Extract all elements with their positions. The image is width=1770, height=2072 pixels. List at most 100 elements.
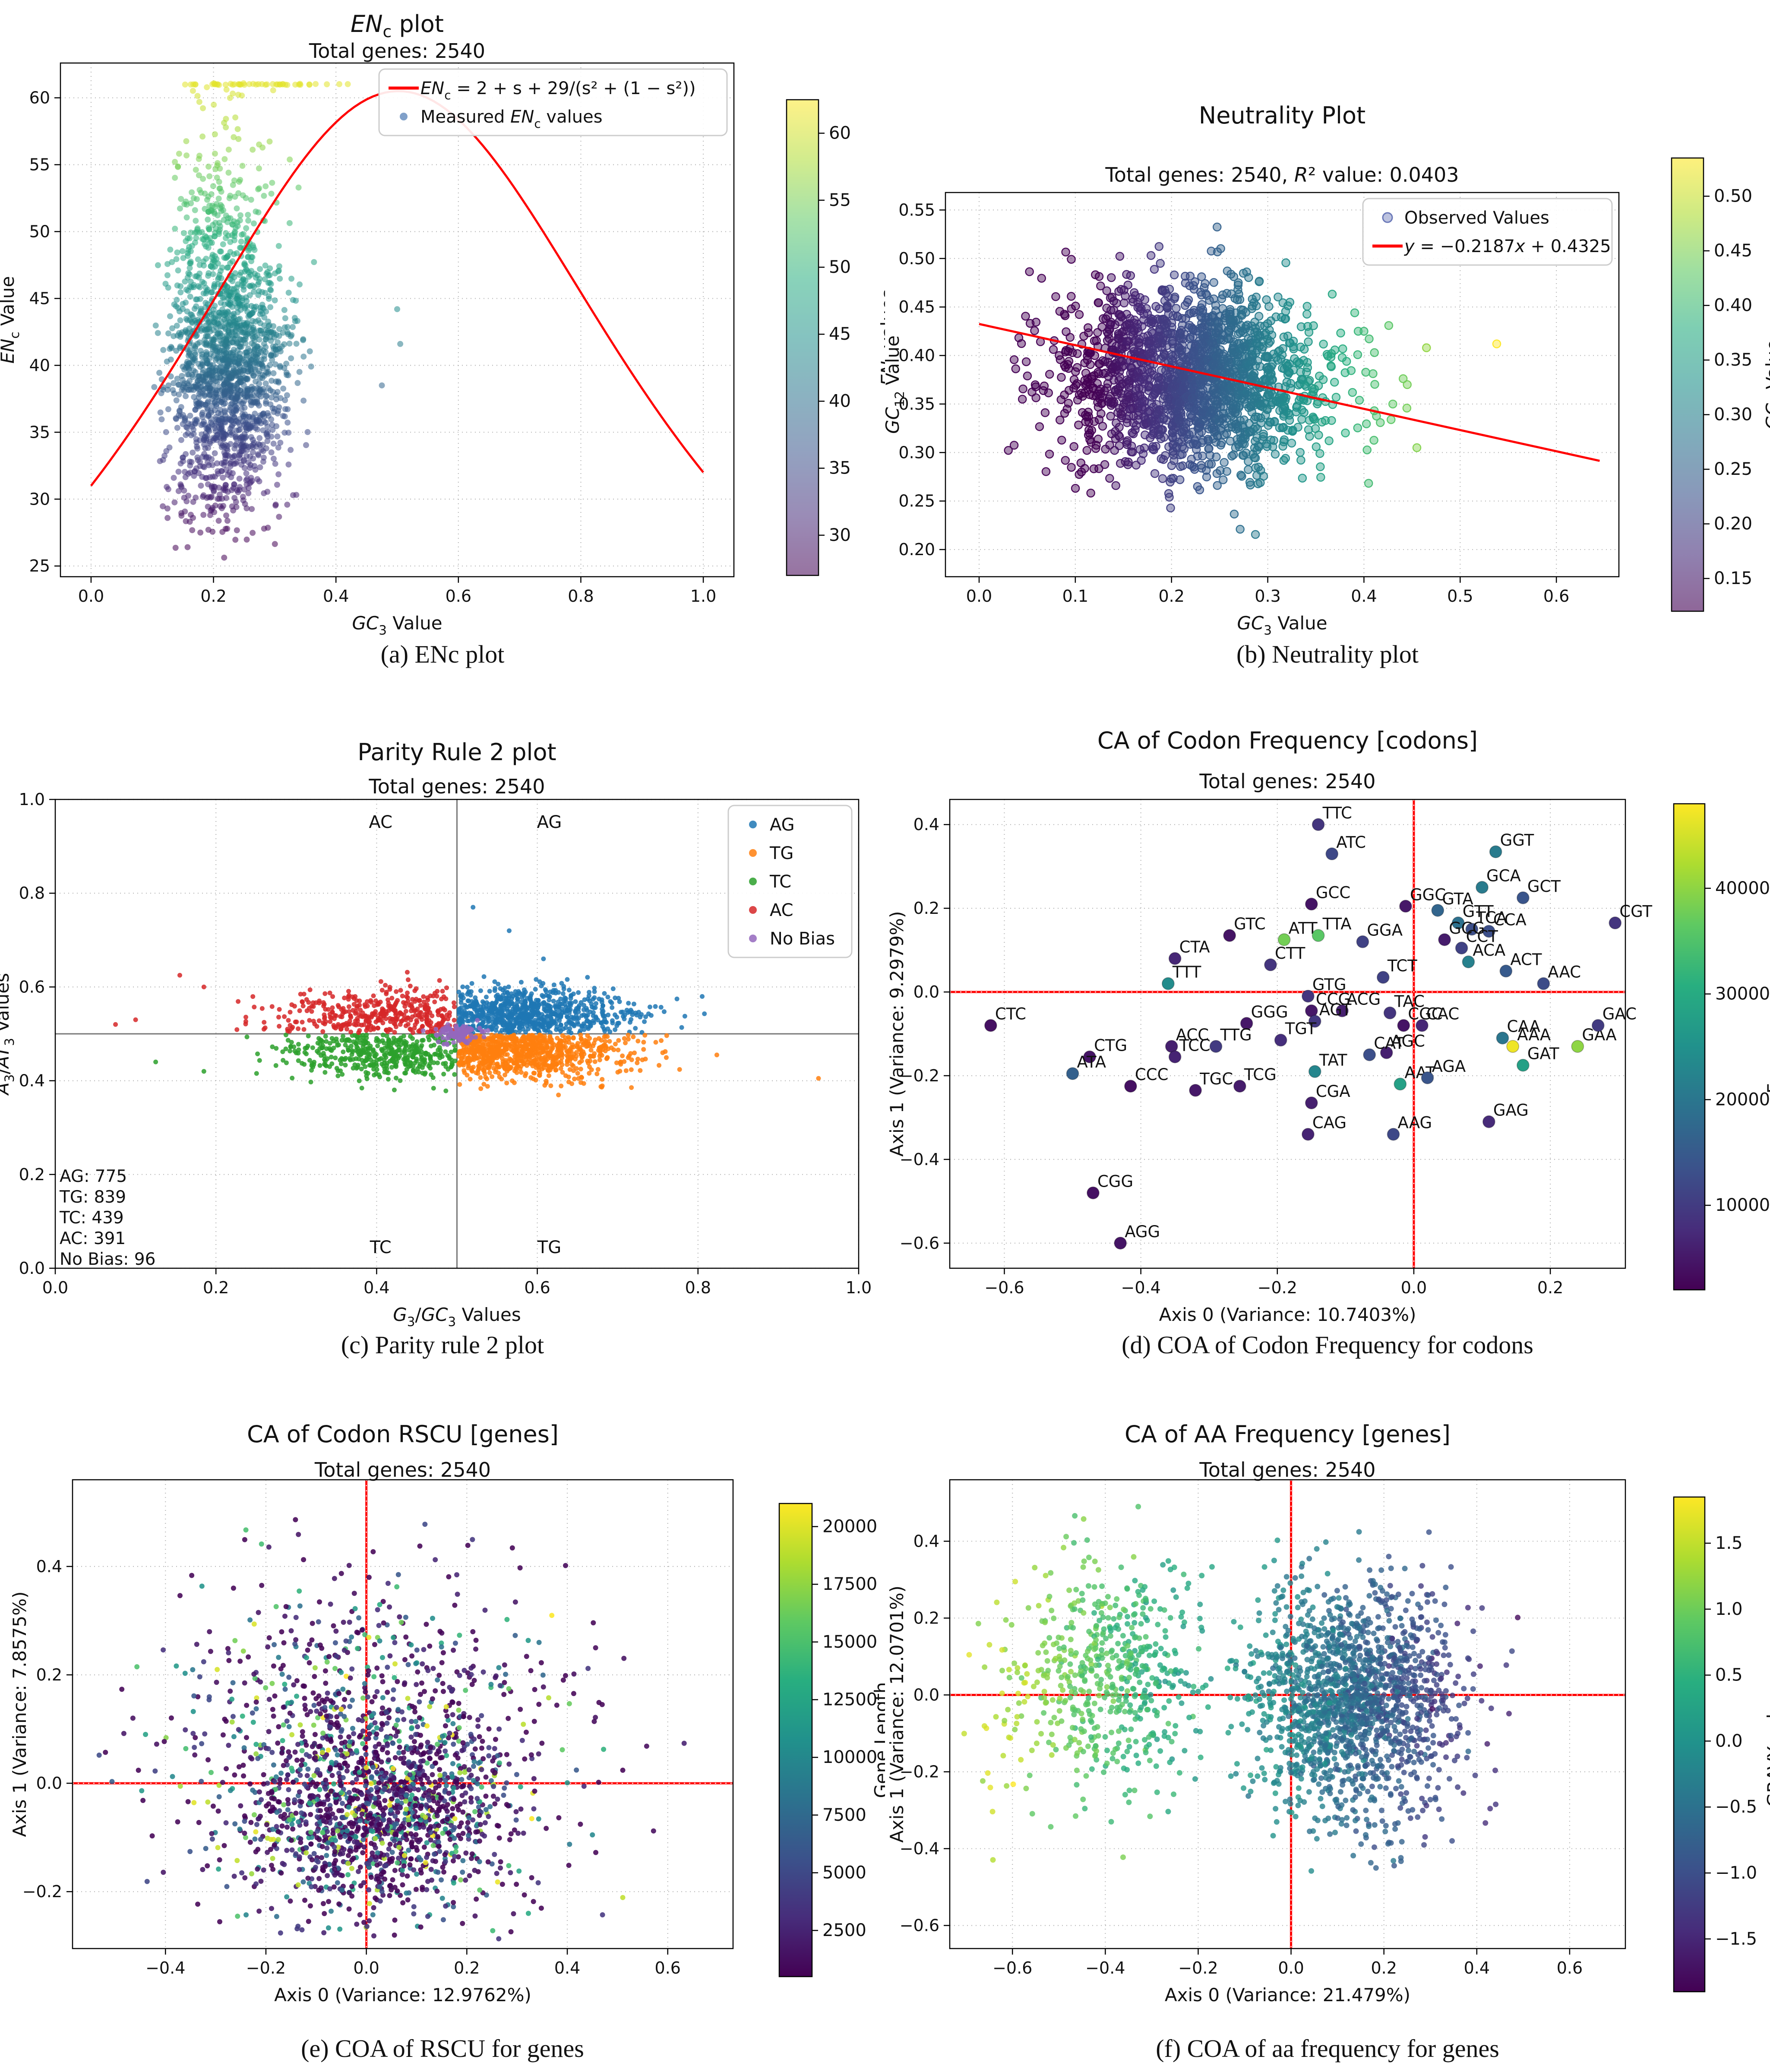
plot-title: ENc plot (351, 10, 444, 41)
enc-plot-chart: ENc plot Total genes: 2540 0.0 0.2 0.4 0.6 0.8… (0, 7, 902, 639)
codon-label: AAA (1517, 1026, 1551, 1044)
colorbar-tick-label: 5000 (822, 1863, 866, 1882)
codon-label: AGC (1391, 1032, 1425, 1051)
y-axis-label: Axis 1 (Variance: 7.8575%) (9, 1591, 30, 1837)
x-tick-label: 0.8 (685, 1278, 711, 1297)
colorbar-tick-label: 0.20 (1714, 514, 1752, 534)
plot-subtitle: Total genes: 2540 (314, 1458, 491, 1481)
y-axis: 25 30 35 40 45 50 55 60 (29, 88, 60, 575)
codon-label: TCG (1244, 1065, 1277, 1084)
coa-codon-frequency-chart: CA of Codon Frequency [codons] Total gene… (885, 680, 1770, 1330)
colorbar-tick-label: 50 (829, 257, 851, 277)
y-tick-label: 0.8 (19, 884, 45, 903)
x-tick-label: 0.4 (323, 587, 349, 606)
regression-line (979, 323, 1600, 462)
y-tick-label: 0.6 (19, 977, 45, 996)
chart-svg-e: CA of Codon RSCU [genes] Total genes: 254… (9, 1421, 892, 2006)
colorbar-tick-label: 40000 (1715, 878, 1770, 898)
codon-label: CTG (1094, 1036, 1127, 1055)
codon-label: GGT (1500, 831, 1534, 850)
colorbar-tick-label: 0.15 (1714, 569, 1752, 588)
colorbar: 10000 20000 30000 40000 Frequency (1673, 803, 1770, 1291)
y-tick-label: −0.4 (900, 1839, 939, 1858)
legend-item-label: Measured ENc values (420, 107, 603, 131)
panel-neutrality-plot: Neutrality Plot Total genes: 2540, R² val… (882, 7, 1770, 668)
x-axis-label: Axis 0 (Variance: 21.479%) (1165, 1984, 1410, 2006)
y-axis: 0.20 0.25 0.30 0.35 0.40 0.45 0.50 0.55 (898, 200, 945, 559)
codon-label: ATA (1077, 1053, 1106, 1071)
colorbar-tick-label: 0.40 (1714, 296, 1752, 316)
colorbar-tick-label: 10000 (822, 1747, 877, 1767)
scatter-points (1004, 222, 1501, 539)
colorbar-tick-label: 20000 (822, 1516, 877, 1536)
codon-label: GAG (1493, 1101, 1529, 1120)
x-tick-label: 0.4 (1464, 1958, 1490, 1977)
y-tick-label: 25 (29, 556, 50, 575)
x-tick-label: 0.5 (1447, 587, 1473, 606)
x-tick-label: 0.0 (78, 587, 104, 606)
y-axis-label: Axis 1 (Variance: 9.2979%) (886, 911, 907, 1156)
colorbar-tick-label: 12500 (822, 1690, 877, 1709)
x-tick-label: 0.0 (1401, 1278, 1427, 1297)
x-tick-label: 0.0 (966, 587, 992, 606)
colorbar: 0.15 0.20 0.25 0.30 0.35 0.40 0.45 0.50 GC3 Valu… (1671, 157, 1770, 612)
y-tick-label: 0.0 (913, 1685, 939, 1704)
panel-enc-plot: ENc plot Total genes: 2540 0.0 0.2 0.4 0.6 0.8… (0, 7, 902, 668)
y-tick-label: 0.20 (898, 540, 935, 559)
codon-label: TGC (1199, 1070, 1233, 1088)
colorbar-tick-label: 20000 (1715, 1090, 1770, 1109)
colorbar: 1.5 1.0 0.5 0.0 −0.5 −1.0 −1.5 GRAVY values (1673, 1496, 1770, 1993)
codon-label: TCA (1476, 909, 1507, 927)
codon-label: AGA (1432, 1057, 1466, 1076)
plot-subtitle: Total genes: 2540 (1199, 1458, 1375, 1481)
y-axis-label: Axis 1 (Variance: 12.0701%) (886, 1586, 907, 1843)
y-tick-label: 0.2 (36, 1665, 62, 1684)
codon-label: GTT (1463, 902, 1494, 921)
gridlines (60, 63, 734, 577)
count-annotation: TG: 839 (59, 1188, 126, 1207)
x-axis-label: G3/GC3 Values (393, 1304, 521, 1328)
y-axis: −0.6 −0.4 −0.2 0.0 0.2 0.4 (900, 815, 950, 1253)
legend: ENc = 2 + s + 29/(s² + (1 − s²)) Measured… (378, 68, 728, 136)
codon-label: TCT (1387, 957, 1417, 975)
x-axis-label: Axis 0 (Variance: 10.7403%) (1159, 1304, 1416, 1325)
chart-svg-f: CA of AA Frequency [genes] Total genes: 2… (886, 1421, 1770, 2006)
crosshair (950, 799, 1625, 1268)
colorbar-tick-label: 60 (829, 123, 851, 143)
plot-area (949, 1479, 1626, 1949)
colorbar-tick-label: 55 (829, 190, 851, 210)
x-tick-label: 0.6 (446, 587, 471, 606)
codon-label: GGG (1251, 1003, 1288, 1021)
x-axis-label: GC3 Value (1237, 613, 1327, 637)
plot-area (60, 62, 735, 578)
codon-label: AAG (1398, 1114, 1432, 1132)
coa-rscu-chart: CA of Codon RSCU [genes] Total genes: 254… (0, 1371, 892, 2033)
colorbar-tick-label: 0.50 (1714, 186, 1752, 206)
x-tick-label: 0.2 (1537, 1278, 1563, 1297)
plot-area (54, 799, 860, 1269)
x-tick-label: 0.0 (42, 1278, 68, 1297)
colorbar-tick-label: 45 (829, 324, 851, 344)
x-tick-label: 0.8 (568, 587, 594, 606)
x-tick-label: 1.0 (846, 1278, 872, 1297)
y-tick-label: 0.55 (898, 200, 935, 219)
count-annotation: AG: 775 (60, 1167, 127, 1186)
x-tick-label: 1.0 (690, 587, 716, 606)
x-tick-label: 0.6 (655, 1958, 681, 1977)
x-tick-label: −0.2 (1178, 1958, 1218, 1977)
codon-label: GGA (1367, 921, 1403, 940)
colorbar-tick-label: 30 (829, 525, 851, 545)
x-tick-label: 0.1 (1062, 587, 1088, 606)
x-tick-label: 0.2 (454, 1958, 480, 1977)
codon-label: TTA (1322, 915, 1352, 933)
plot-title: CA of Codon RSCU [genes] (247, 1421, 559, 1448)
y-tick-label: 0.25 (898, 492, 935, 511)
x-tick-label: −0.6 (992, 1958, 1032, 1977)
x-tick-label: 0.2 (1371, 1958, 1397, 1977)
colorbar-tick-label: 0.25 (1714, 459, 1752, 479)
y-tick-label: 55 (29, 155, 50, 174)
codon-label: TAT (1319, 1051, 1347, 1069)
legend-item-label: TC (769, 872, 791, 892)
scatter-points (96, 1517, 687, 1942)
